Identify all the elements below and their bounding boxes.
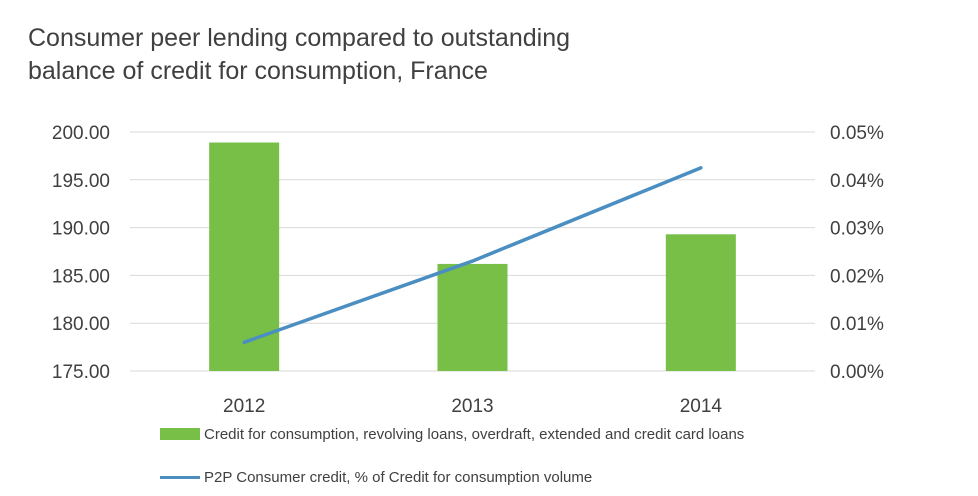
x-tick-label: 2014: [680, 396, 723, 417]
legend-item-line: P2P Consumer credit, % of Credit for con…: [160, 467, 744, 487]
legend: Credit for consumption, revolving loans,…: [160, 424, 744, 487]
right-tick-label: 0.02%: [830, 266, 884, 287]
bar-2012: [209, 142, 280, 371]
left-tick-label: 190.00: [52, 219, 110, 240]
left-tick-label: 175.00: [52, 362, 110, 383]
x-tick-label: 2012: [223, 396, 265, 417]
right-tick-label: 0.04%: [830, 171, 884, 192]
x-axis-ticks: 2012 2013 2014: [223, 396, 722, 417]
right-tick-label: 0.05%: [830, 123, 884, 144]
left-axis-ticks: 175.00 180.00 185.00 190.00 195.00 200.00: [52, 123, 110, 383]
right-axis-ticks: 0.00% 0.01% 0.02% 0.03% 0.04% 0.05%: [830, 123, 884, 383]
legend-item-bar: Credit for consumption, revolving loans,…: [160, 424, 744, 444]
chart-title: Consumer peer lending compared to outsta…: [28, 22, 570, 88]
legend-label-bar: Credit for consumption, revolving loans,…: [204, 425, 745, 443]
left-tick-label: 195.00: [52, 171, 110, 192]
legend-label-line: P2P Consumer credit, % of Credit for con…: [204, 468, 593, 486]
bar-2013: [437, 263, 508, 371]
bar-series: [209, 142, 736, 371]
legend-swatch-line: [160, 475, 200, 479]
x-tick-label: 2013: [451, 396, 493, 417]
left-tick-label: 185.00: [52, 266, 110, 287]
right-tick-label: 0.00%: [830, 362, 884, 383]
chart-title-line-2: balance of credit for consumption, Franc…: [28, 57, 488, 85]
right-tick-label: 0.01%: [830, 314, 884, 335]
legend-swatch-bar: [160, 428, 200, 440]
left-tick-label: 200.00: [52, 123, 110, 144]
right-tick-label: 0.03%: [830, 219, 884, 240]
line-series: [242, 166, 703, 345]
bar-2014: [665, 234, 736, 371]
left-tick-label: 180.00: [52, 314, 110, 335]
chart-title-line-1: Consumer peer lending compared to outsta…: [28, 24, 571, 52]
